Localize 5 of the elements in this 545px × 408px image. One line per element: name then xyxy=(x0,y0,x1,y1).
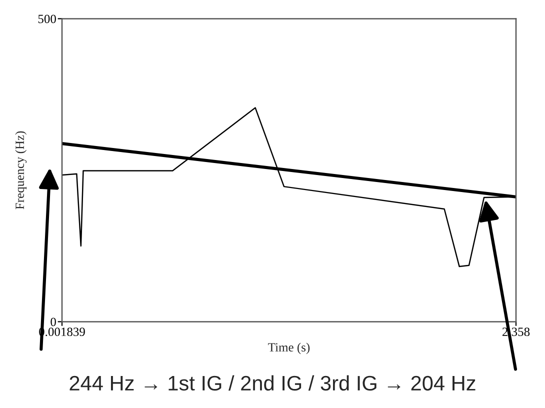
text: 244 Hz → 1st IG / 2nd IG / 3rd IG → 204 Hz xyxy=(70,375,476,391)
y-tick-label: 500 xyxy=(38,14,56,24)
y-tick-label: 0 xyxy=(50,318,56,326)
y-axis-title: Frequency (Hz) xyxy=(15,131,27,210)
x-axis-title: Time (s) xyxy=(268,342,310,354)
